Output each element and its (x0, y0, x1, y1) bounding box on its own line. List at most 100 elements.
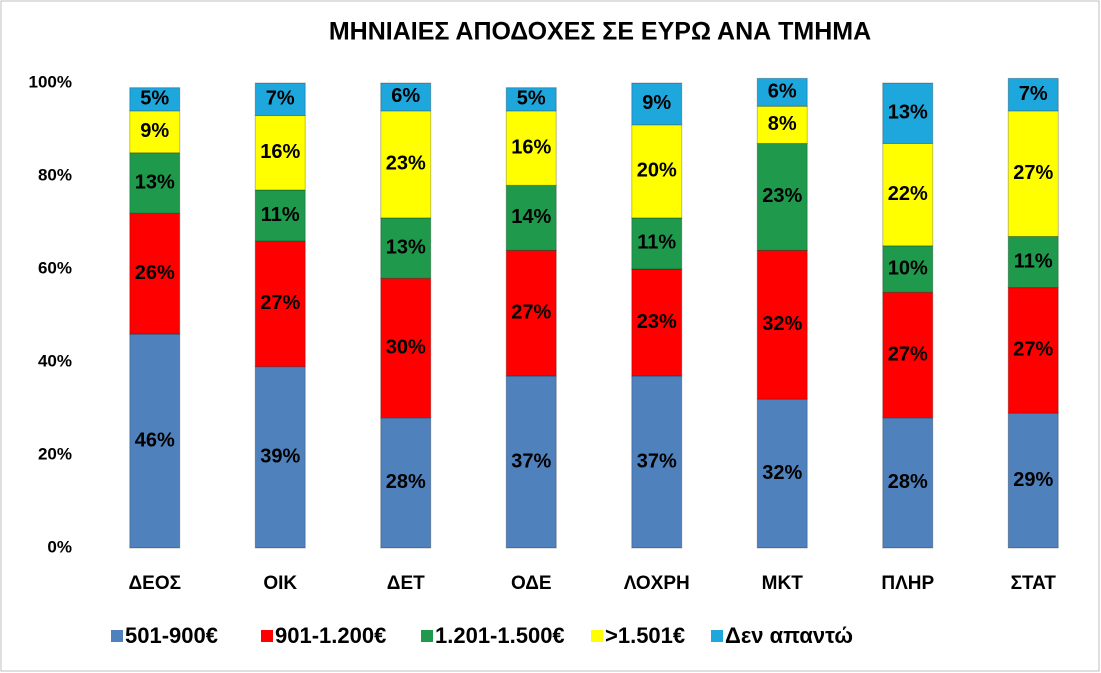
data-label: 46% (135, 429, 175, 451)
bar-segment (254, 366, 306, 549)
bar-segment (380, 82, 432, 112)
y-tick-label: 60% (38, 258, 72, 277)
y-tick-label: 100% (29, 72, 72, 91)
bar-segment (756, 105, 808, 144)
bar-segment (129, 333, 181, 549)
y-tick-label: 80% (38, 165, 72, 184)
bar-segment (882, 417, 934, 549)
bar-segment (129, 152, 181, 214)
legend-label: Δεν απαντώ (725, 623, 853, 648)
data-label: 16% (260, 141, 300, 163)
bar-segment (1007, 412, 1059, 549)
bar-segment (631, 124, 683, 219)
data-label: 32% (762, 313, 802, 335)
data-label: 39% (260, 446, 300, 468)
bar-segment (756, 398, 808, 549)
data-label: 11% (1014, 250, 1053, 272)
bar-segment (631, 268, 683, 377)
bar-segment (1007, 110, 1059, 237)
data-label: 23% (762, 185, 802, 207)
data-label: 13% (386, 236, 426, 258)
x-tick-label: ΟΔΕ (511, 573, 552, 594)
bar-segment (129, 87, 181, 112)
legend-swatch (591, 630, 603, 642)
bar-segment (505, 375, 557, 549)
legend-label: >1.501€ (605, 623, 685, 648)
bar-segment (129, 110, 181, 154)
data-label: 8% (768, 113, 797, 135)
bar-segment (505, 87, 557, 112)
data-label: 27% (888, 343, 928, 365)
bar-segment (631, 217, 683, 270)
data-label: 13% (888, 102, 928, 124)
data-label: 23% (637, 311, 677, 333)
bar-segment (380, 277, 432, 419)
y-tick-label: 20% (38, 444, 72, 463)
bar-segment (254, 115, 306, 191)
bar-segment (380, 110, 432, 219)
data-label: 32% (762, 462, 802, 484)
bar-segment (254, 240, 306, 368)
data-label: 27% (1013, 339, 1053, 361)
data-label: 11% (637, 232, 676, 254)
bar-segment (380, 417, 432, 549)
legend-label: 1.201-1.500€ (435, 623, 565, 648)
bar-segment (631, 82, 683, 126)
data-label: 14% (511, 206, 551, 228)
data-label: 10% (888, 257, 928, 279)
bar-segment (756, 249, 808, 400)
data-label: 29% (1013, 469, 1053, 491)
bar-segment (882, 291, 934, 419)
data-label: 9% (642, 92, 671, 114)
data-label: 6% (391, 85, 420, 107)
legend-label: 501-900€ (125, 623, 218, 648)
data-label: 22% (888, 183, 928, 205)
bar-segment (631, 375, 683, 549)
bar-segment (505, 249, 557, 377)
bar-segment (882, 82, 934, 144)
data-label: 23% (386, 153, 426, 175)
bar-segment (254, 189, 306, 242)
data-label: 13% (135, 171, 175, 193)
data-label: 37% (637, 450, 677, 472)
x-tick-label: ΟΙΚ (263, 573, 297, 594)
x-tick-label: ΛΟΧΡΗ (624, 573, 690, 594)
bar-segment (1007, 235, 1059, 289)
legend-swatch (711, 630, 723, 642)
legend-label: 901-1.200€ (275, 623, 386, 648)
bar-segment (505, 110, 557, 186)
data-label: 6% (768, 81, 797, 103)
bar-segment (756, 77, 808, 107)
data-label: 11% (261, 204, 300, 226)
x-tick-label: ΣΤΑΤ (1011, 573, 1057, 594)
legend-swatch (111, 630, 123, 642)
data-label: 20% (637, 160, 677, 182)
bar-segment (1007, 77, 1059, 112)
data-label: 27% (511, 301, 551, 323)
data-label: 5% (517, 88, 546, 110)
x-tick-label: ΔΕΤ (387, 573, 425, 594)
data-label: 37% (511, 450, 551, 472)
y-tick-label: 40% (38, 351, 72, 370)
legend-swatch (421, 630, 433, 642)
bar-segment (380, 217, 432, 279)
data-label: 7% (1019, 83, 1048, 105)
x-tick-label: ΜΚΤ (762, 573, 804, 594)
data-label: 7% (266, 88, 295, 110)
data-label: 27% (1013, 162, 1053, 184)
data-label: 28% (888, 471, 928, 493)
data-label: 16% (511, 136, 551, 158)
data-label: 27% (260, 292, 300, 314)
data-label: 30% (386, 336, 426, 358)
data-label: 26% (135, 262, 175, 284)
bar-segment (505, 184, 557, 251)
data-label: 5% (140, 88, 169, 110)
data-label: 9% (140, 120, 169, 142)
bar-segment (882, 245, 934, 293)
y-tick-label: 0% (47, 537, 72, 556)
legend-swatch (261, 630, 273, 642)
x-tick-label: ΔΕΟΣ (128, 573, 181, 594)
bar-segment (254, 82, 306, 117)
data-label: 28% (386, 471, 426, 493)
